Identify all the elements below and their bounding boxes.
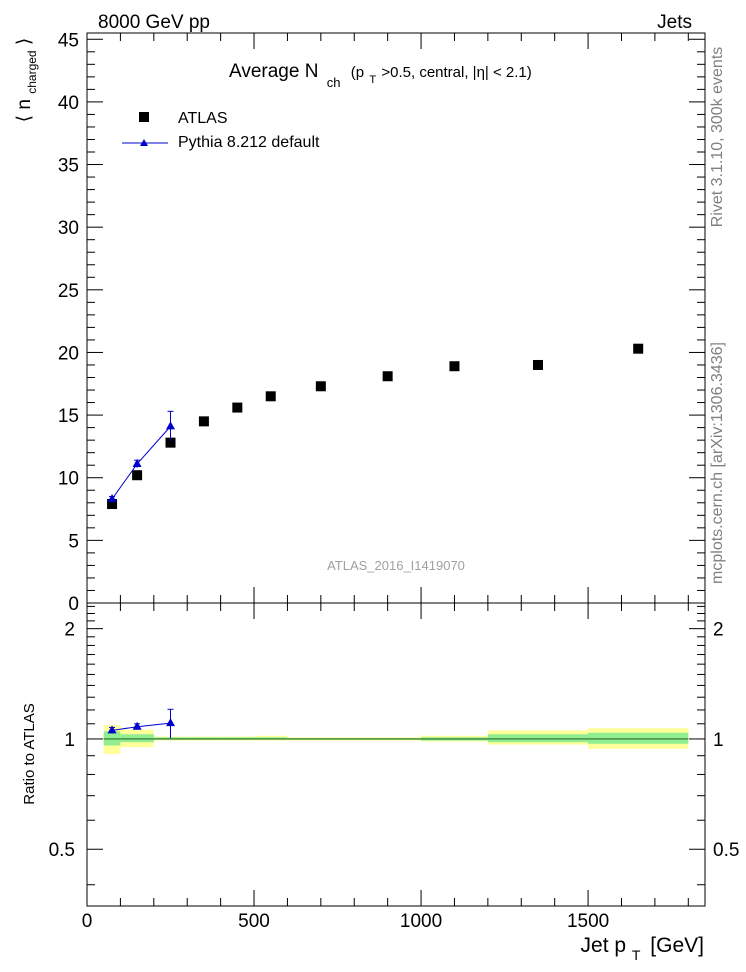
main-y-tick-label: 10 [58, 469, 79, 490]
ylabel-open: ⟨ n [14, 99, 35, 122]
title-cut-sub: T [369, 74, 376, 86]
ratio-panel: 0.5 0.5 1 1 2 2 0 500 1000 1500 Ratio to ATLAS J… [21, 602, 740, 965]
atlas-data-point [198, 416, 209, 427]
ratio-y-tick-label: 0.5 [49, 840, 75, 861]
legend: ATLAS Pythia 8.212 default [122, 110, 320, 151]
legend-pythia-marker [140, 139, 148, 146]
x-tick-label: 0 [82, 911, 93, 932]
atlas-data-point [382, 371, 393, 382]
plot-title: Average N ch (p T >0.5, central, |η| < 2… [229, 61, 532, 92]
ratio-pythia-point [132, 721, 142, 730]
legend-pythia-label: Pythia 8.212 default [178, 134, 320, 151]
rivet-label: Rivet 3.1.10, 300k events [709, 47, 726, 228]
main-panel: 0 5 10 15 20 25 30 35 40 45 Average N ch (p T >0.… [14, 30, 706, 615]
ratio-y-tick-labels: 0.5 0.5 1 1 2 2 [49, 620, 740, 862]
atlas-data-point [315, 381, 326, 392]
ratio-y-axis-label: Ratio to ATLAS [21, 703, 38, 804]
ratio-axis-ticks [86, 603, 705, 906]
x-axis-label: Jet p T [GeV] [581, 934, 704, 965]
ratio-y-tick-label-right: 2 [713, 620, 724, 641]
header-right: Jets [657, 12, 692, 33]
ratio-y-tick-label: 2 [64, 620, 75, 641]
ratio-y-tick-label-right: 0.5 [713, 840, 739, 861]
main-y-tick-labels: 0 5 10 15 20 25 30 35 40 45 [58, 30, 79, 615]
main-y-tick-label: 25 [58, 281, 79, 302]
atlas-data-point [165, 437, 176, 448]
legend-atlas-label: ATLAS [178, 110, 228, 127]
x-tick-label: 1000 [400, 911, 442, 932]
ratio-plot-frame [86, 602, 706, 907]
title-sub: ch [327, 75, 341, 90]
ylabel-sub: charged [25, 50, 39, 93]
ratio-inner-band [588, 732, 689, 744]
main-y-tick-label: 35 [58, 156, 79, 177]
ratio-pythia-point [107, 725, 117, 734]
atlas-data-point [449, 361, 460, 372]
pythia-data-point [132, 458, 142, 467]
pythia-line [111, 426, 171, 500]
analysis-watermark: ATLAS_2016_I1419070 [327, 558, 465, 573]
ratio-inner-band [120, 734, 154, 743]
main-y-tick-label: 30 [58, 218, 79, 239]
ratio-y-tick-label: 1 [64, 730, 75, 751]
pythia-data-point [166, 421, 176, 430]
atlas-data-point [633, 343, 644, 354]
ratio-uncertainty-bands [103, 725, 689, 754]
atlas-data-point [232, 402, 243, 413]
main-axis-ticks [86, 33, 705, 604]
mcplots-label: mcplots.cern.ch [arXiv:1306.3436] [709, 342, 726, 584]
atlas-data-point [265, 391, 276, 402]
atlas-data-point [532, 359, 543, 370]
main-y-tick-label: 20 [58, 343, 79, 364]
main-data [107, 343, 644, 510]
ylabel-close: ⟩ [14, 38, 35, 45]
atlas-data-point [132, 470, 143, 481]
ratio-pythia-point [166, 718, 176, 727]
x-tick-label: 1500 [567, 911, 609, 932]
main-y-tick-label: 0 [68, 594, 79, 615]
x-tick-label: 500 [238, 911, 270, 932]
title-main: Average N [229, 61, 318, 82]
title-cut: (p [351, 64, 364, 81]
main-y-axis-label: ⟨ n charged ⟩ [14, 38, 41, 123]
xlabel-main: Jet p [581, 934, 627, 957]
xlabel-unit: [GeV] [650, 934, 704, 957]
main-y-tick-label: 15 [58, 406, 79, 427]
main-y-tick-label: 45 [58, 30, 79, 51]
ratio-data [107, 708, 176, 739]
ratio-inner-band [103, 731, 121, 746]
title-rest: >0.5, central, |η| < 2.1) [381, 64, 531, 81]
legend-atlas-marker [139, 112, 149, 122]
ratio-inner-band [487, 734, 589, 743]
main-y-tick-label: 5 [68, 531, 79, 552]
pythia-data-point [107, 494, 117, 503]
header-left: 8000 GeV pp [98, 12, 210, 33]
ratio-y-tick-label-right: 1 [713, 730, 724, 751]
xlabel-sub: T [632, 947, 641, 963]
atlas-data-point [107, 499, 118, 510]
ratio-x-tick-labels: 0 500 1000 1500 [82, 911, 610, 932]
main-y-tick-label: 40 [58, 93, 79, 114]
